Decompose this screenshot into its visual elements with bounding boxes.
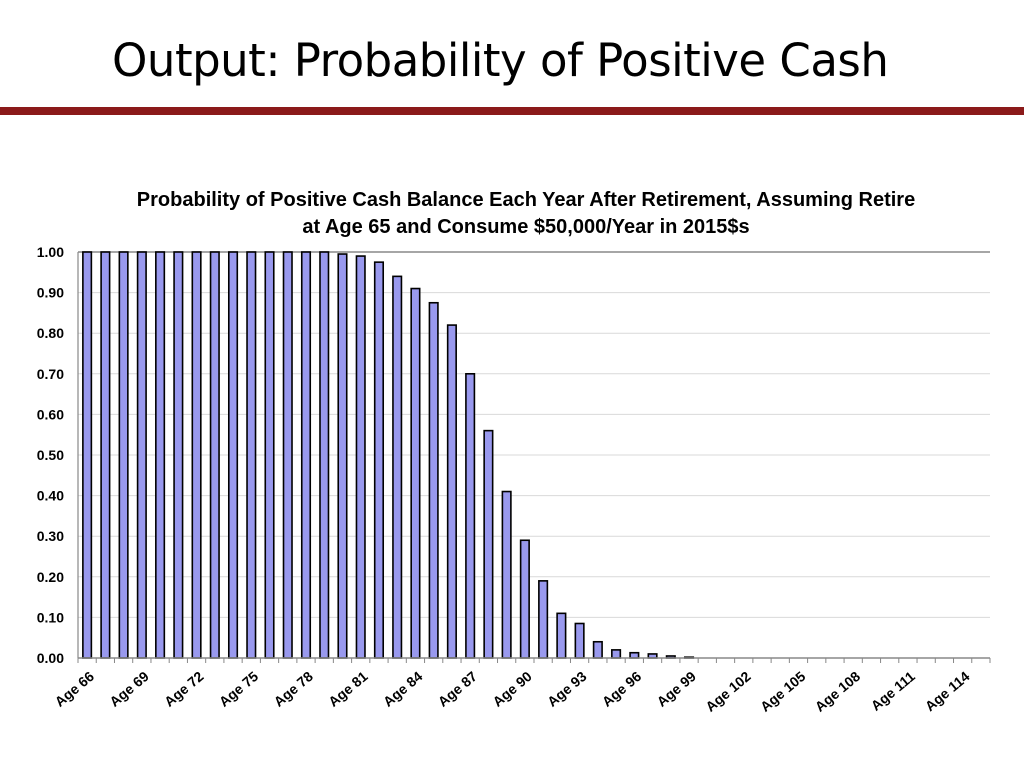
bar-age-87 bbox=[465, 372, 476, 659]
chart-title-line-1: Probability of Positive Cash Balance Eac… bbox=[137, 189, 915, 211]
bar-age-96 bbox=[629, 651, 640, 659]
x-tick-label: Age 66 bbox=[52, 668, 98, 710]
y-tick-label: 0.60 bbox=[37, 406, 64, 422]
bar-age-71 bbox=[173, 251, 184, 659]
y-tick-label: 1.00 bbox=[37, 244, 64, 260]
y-tick-label: 0.30 bbox=[37, 528, 64, 544]
y-tick-label: 0.40 bbox=[37, 488, 64, 504]
bar-age-85 bbox=[428, 301, 439, 659]
x-tick-label: Age 114 bbox=[922, 668, 973, 714]
bar-age-75 bbox=[246, 251, 257, 659]
bar-age-83 bbox=[392, 275, 403, 659]
bar-age-91 bbox=[538, 580, 549, 659]
bar-age-77 bbox=[282, 251, 293, 659]
axes bbox=[77, 252, 990, 659]
y-tick-label: 0.00 bbox=[37, 650, 64, 666]
x-tick-label: Age 108 bbox=[812, 668, 864, 715]
bar-age-86 bbox=[446, 324, 457, 659]
x-tick-label: Age 93 bbox=[544, 668, 590, 710]
y-axis-ticks: 1.00 0.90 0.80 0.70 0.60 0.50 0.40 0.30 0.20 0.10… bbox=[37, 244, 64, 666]
x-tick-label: Age 105 bbox=[757, 668, 809, 715]
bar-age-73 bbox=[209, 251, 220, 659]
bar-age-79 bbox=[319, 251, 330, 659]
x-tick-label: Age 78 bbox=[270, 668, 316, 710]
bar-age-72 bbox=[191, 251, 202, 659]
bar-age-80 bbox=[337, 253, 348, 659]
bar-age-92 bbox=[556, 612, 567, 659]
bar-age-66 bbox=[82, 251, 93, 659]
bar-age-84 bbox=[410, 287, 421, 659]
x-tick-label: Age 75 bbox=[216, 668, 262, 710]
bar-age-93 bbox=[574, 622, 585, 659]
x-tick-label: Age 90 bbox=[489, 668, 535, 710]
bar-age-67 bbox=[100, 251, 111, 659]
x-tick-label: Age 102 bbox=[702, 668, 754, 715]
bar-age-82 bbox=[373, 261, 385, 659]
chart-title-line-2: at Age 65 and Consume $50,000/Year in 20… bbox=[302, 216, 749, 238]
bar-age-81 bbox=[355, 255, 366, 659]
bar-age-76 bbox=[264, 251, 275, 659]
x-tick-label: Age 81 bbox=[325, 668, 371, 710]
x-tick-label: Age 87 bbox=[435, 668, 481, 710]
x-tick-label: Age 69 bbox=[106, 668, 152, 710]
y-tick-label: 0.50 bbox=[37, 447, 64, 463]
x-tick-label: Age 99 bbox=[654, 668, 700, 710]
title-divider bbox=[0, 107, 1024, 115]
bar-age-88 bbox=[483, 429, 494, 659]
x-tick-label: Age 84 bbox=[380, 668, 426, 710]
bar-age-94 bbox=[592, 640, 603, 659]
x-tick-label: Age 111 bbox=[868, 668, 918, 714]
y-tick-label: 0.70 bbox=[37, 366, 64, 382]
y-tick-label: 0.10 bbox=[37, 609, 64, 625]
bar-age-68 bbox=[118, 251, 129, 659]
y-tick-label: 0.80 bbox=[37, 325, 64, 341]
x-tick-label: Age 96 bbox=[599, 668, 645, 710]
bar-age-74 bbox=[227, 251, 239, 659]
y-tick-label: 0.90 bbox=[37, 285, 64, 301]
x-tick-label: Age 72 bbox=[161, 668, 207, 710]
y-tick-label: 0.20 bbox=[37, 569, 64, 585]
bar-age-69 bbox=[136, 251, 147, 659]
bar-age-90 bbox=[519, 539, 530, 659]
bar-age-89 bbox=[501, 490, 512, 659]
slide-title: Output: Probability of Positive Cash bbox=[112, 34, 889, 87]
bar-age-70 bbox=[155, 251, 166, 659]
bar-age-95 bbox=[611, 649, 622, 659]
x-axis-ticks: Age 66 Age 69 Age 72 Age 75 Age 78 Age 81 Age … bbox=[52, 658, 991, 715]
bars bbox=[82, 251, 695, 659]
bar-age-78 bbox=[300, 251, 312, 659]
